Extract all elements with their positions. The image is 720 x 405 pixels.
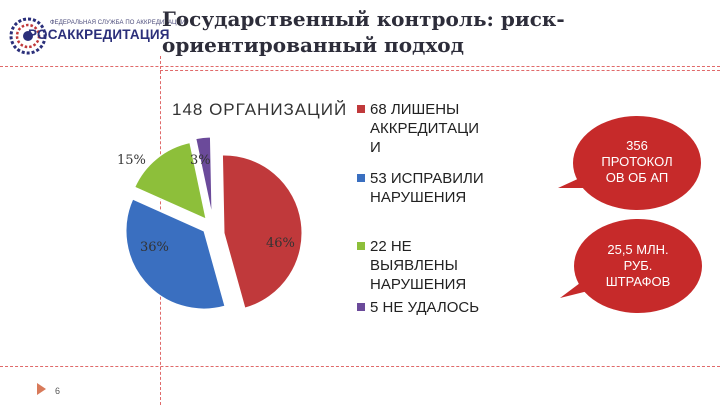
slide-title: Государственный контроль: риск- ориентир… bbox=[162, 6, 702, 58]
chart-title: 148 ОРГАНИЗАЦИЙ bbox=[172, 100, 348, 119]
callout-tail bbox=[560, 280, 592, 298]
header-divider-secondary bbox=[160, 70, 720, 71]
slide-title-line-1: Государственный контроль: риск- bbox=[162, 7, 565, 31]
callout-text-fines: 25,5 МЛН. РУБ. ШТРАФОВ bbox=[584, 242, 692, 290]
callout-line: ПРОТОКОЛ bbox=[601, 154, 673, 169]
footer-divider bbox=[0, 366, 720, 367]
callout-text-protocols: 356 ПРОТОКОЛ ОВ ОБ АП bbox=[583, 138, 691, 186]
pie-slice-ispravili bbox=[125, 198, 226, 310]
legend-text: АККРЕДИТАЦИ bbox=[370, 120, 479, 137]
page-arrow-icon bbox=[37, 383, 46, 395]
legend-text: НАРУШЕНИЯ bbox=[370, 276, 467, 293]
callout-line: ШТРАФОВ bbox=[605, 274, 671, 289]
legend-item-ne-udalos: 5 НЕ УДАЛОСЬ bbox=[357, 298, 527, 317]
callout-line: 25,5 МЛН. bbox=[607, 242, 669, 257]
legend-swatch bbox=[357, 174, 365, 182]
legend-text: 22 НЕ bbox=[370, 238, 412, 255]
callout-line: РУБ. bbox=[623, 258, 653, 273]
pie-slice-ne-udalos bbox=[195, 136, 213, 216]
slide-title-line-2: ориентированный подход bbox=[162, 33, 464, 57]
legend-item-lisheny: 68 ЛИШЕНЫ АККРЕДИТАЦИ И bbox=[357, 100, 527, 157]
legend-text: ВЫЯВЛЕНЫ bbox=[370, 257, 458, 274]
pie-label-36: 36% bbox=[140, 240, 169, 255]
legend-text: НАРУШЕНИЯ bbox=[370, 189, 467, 206]
legend-text: 68 ЛИШЕНЫ bbox=[370, 101, 460, 118]
pie-label-46: 46% bbox=[266, 236, 295, 251]
page-number: 6 bbox=[55, 386, 61, 396]
legend-swatch bbox=[357, 303, 365, 311]
chart-legend: 68 ЛИШЕНЫ АККРЕДИТАЦИ И 53 ИСПРАВИЛИ НАР… bbox=[357, 100, 527, 317]
pie-label-15: 15% bbox=[117, 153, 146, 168]
callout-bubble-fines bbox=[574, 219, 702, 313]
pie-label-3: 3% bbox=[190, 153, 211, 168]
callout-tail bbox=[558, 177, 590, 188]
logo-emblem-icon bbox=[9, 17, 47, 55]
legend-item-ispravili: 53 ИСПРАВИЛИ НАРУШЕНИЯ bbox=[357, 169, 527, 207]
callout-line: ОВ ОБ АП bbox=[605, 170, 669, 185]
legend-text: 53 ИСПРАВИЛИ bbox=[370, 170, 484, 187]
callout-line: 356 bbox=[626, 138, 648, 153]
pie-slice-lishenty bbox=[221, 154, 303, 309]
legend-swatch bbox=[357, 105, 365, 113]
legend-text: 5 НЕ УДАЛОСЬ bbox=[370, 299, 480, 316]
callout-bubble-protocols bbox=[573, 116, 701, 210]
legend-text: И bbox=[370, 139, 381, 156]
logo-subtitle: ФЕДЕРАЛЬНАЯ СЛУЖБА ПО АККРЕДИТАЦИИ bbox=[50, 20, 186, 26]
rosakkreditatsiya-logo: ФЕДЕРАЛЬНАЯ СЛУЖБА ПО АККРЕДИТАЦИИ РОСАК… bbox=[6, 8, 185, 60]
pie-slice-ne-vyyavleny bbox=[134, 142, 207, 220]
legend-item-ne-vyyavleny: 22 НЕ ВЫЯВЛЕНЫ НАРУШЕНИЯ bbox=[357, 237, 527, 294]
legend-swatch bbox=[357, 242, 365, 250]
logo-wordmark: РОСАККРЕДИТАЦИЯ bbox=[28, 27, 170, 42]
header-divider bbox=[0, 66, 720, 67]
